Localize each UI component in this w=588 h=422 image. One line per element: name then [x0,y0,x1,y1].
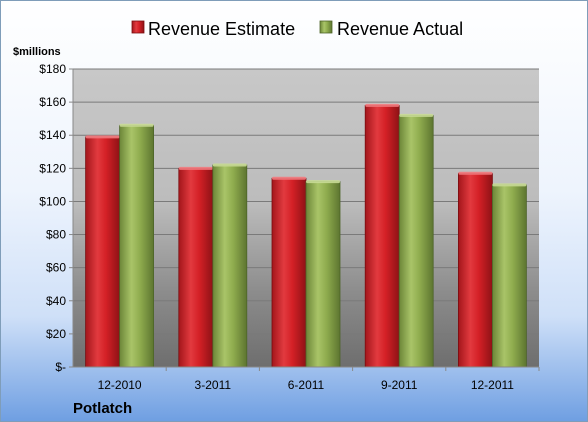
bar-cap-revenue-estimate-3-2011 [178,166,213,170]
bar-cap-revenue-estimate-6-2011 [272,176,306,180]
y-tick-label: $180 [39,62,66,76]
bar-revenue-actual-12-2010 [119,124,154,368]
bar-cap-revenue-actual-9-2011 [399,113,434,117]
bar-revenue-actual-9-2011 [398,114,434,368]
y-tick-label: $40 [46,294,66,308]
company-label: Potlatch [73,400,132,417]
bar-cap-revenue-estimate-12-2010 [85,135,120,139]
x-tick-label: 6-2011 [288,378,325,392]
bar-revenue-estimate-12-2011 [457,172,493,368]
bar-revenue-actual-6-2011 [305,181,341,368]
bar-revenue-actual-3-2011 [212,164,248,368]
x-axis: 12-2010 3-2011 6-2011 9-2011 12-2011 [73,366,540,392]
y-tick-label: $160 [39,95,66,109]
legend: Revenue Estimate Revenue Actual [131,19,463,39]
legend-swatch-revenue-actual [319,20,333,34]
y-tick-label: $- [55,360,66,374]
y-tick-label: $60 [46,261,66,275]
x-tick-label: 9-2011 [381,378,418,392]
bar-cap-revenue-estimate-12-2011 [458,171,493,175]
y-tick-label: $20 [46,327,66,341]
bar-cap-revenue-actual-12-2011 [492,183,527,187]
bars [85,103,527,368]
bar-cap-revenue-estimate-9-2011 [365,103,400,107]
x-tick-label: 12-2010 [98,378,142,392]
bar-cap-revenue-actual-3-2011 [212,163,247,167]
y-tick-label: $120 [39,161,66,175]
y-tick-label: $100 [39,194,66,208]
x-tick-label: 3-2011 [195,378,232,392]
x-tick-label: 12-2011 [471,378,514,392]
y-axis: $- $20 $40 $60 $80 $100 $120 $140 $160 $180 [39,62,74,374]
legend-label-revenue-estimate: Revenue Estimate [148,19,295,39]
bar-revenue-actual-12-2011 [491,184,527,368]
bar-revenue-estimate-6-2011 [271,177,307,368]
y-tick-label: $80 [46,228,66,242]
bar-revenue-estimate-9-2011 [364,105,400,368]
bar-revenue-estimate-3-2011 [178,167,214,368]
bar-revenue-estimate-12-2010 [85,136,120,368]
legend-swatch-revenue-estimate [131,20,145,34]
bar-cap-revenue-actual-6-2011 [306,180,340,184]
bar-cap-revenue-actual-12-2010 [119,123,154,127]
legend-label-revenue-actual: Revenue Actual [337,19,463,39]
unit-label: $millions [13,46,61,58]
y-tick-label: $140 [39,128,66,142]
